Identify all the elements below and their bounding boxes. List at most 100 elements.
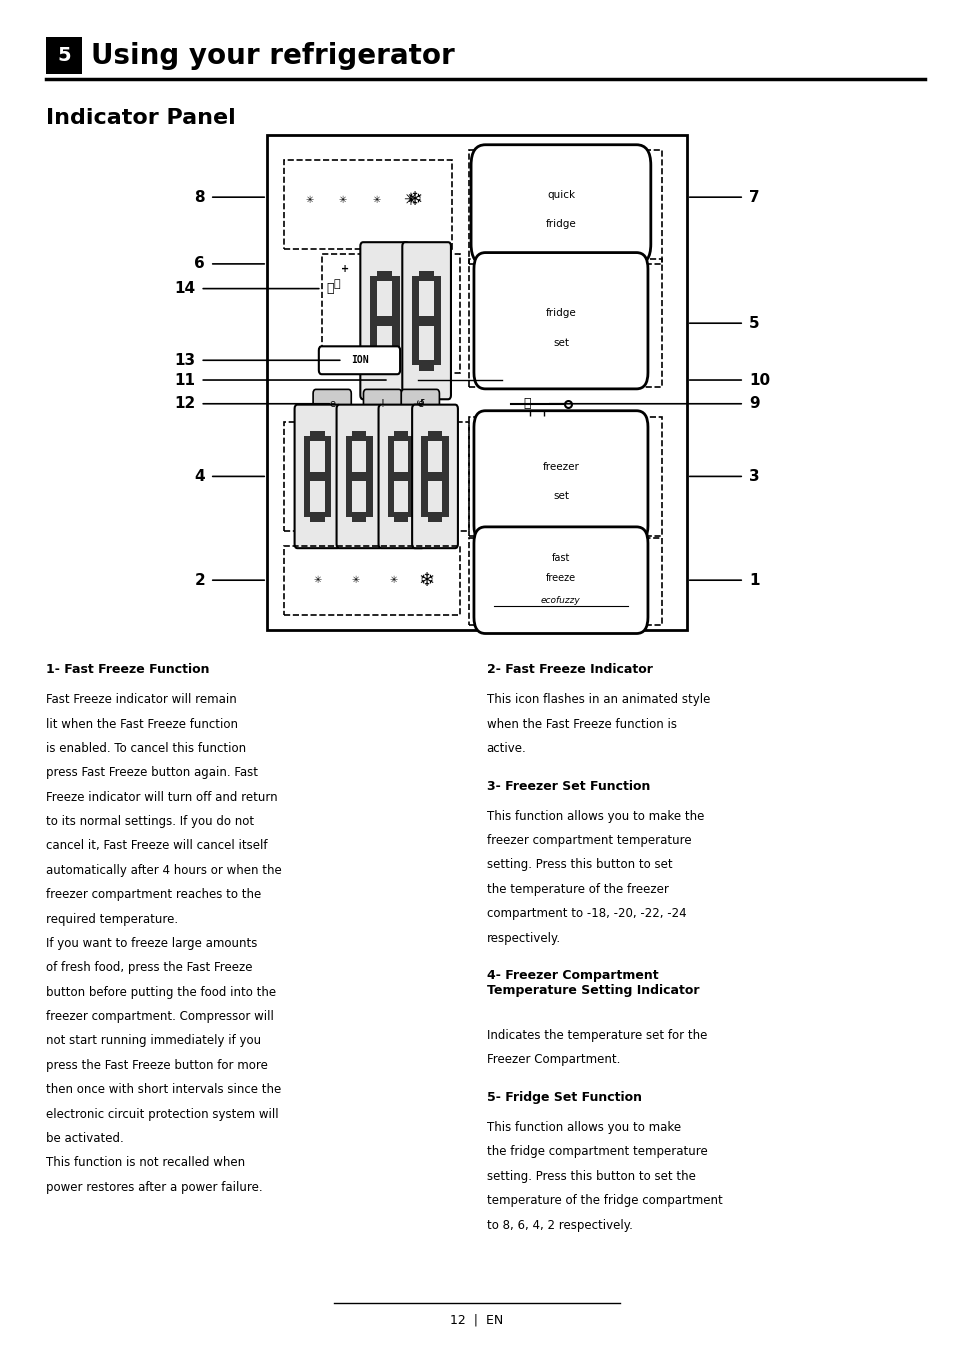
Bar (394, 471, 408, 481)
Text: 3- Freezer Set Function: 3- Freezer Set Function (486, 780, 649, 793)
Text: electronic circuit protection system will: electronic circuit protection system wil… (46, 1108, 278, 1121)
Bar (408, 477, 415, 517)
FancyBboxPatch shape (412, 405, 457, 548)
Bar (345, 436, 352, 477)
Text: freezer compartment temperature: freezer compartment temperature (486, 834, 690, 848)
Text: press Fast Freeze button again. Fast: press Fast Freeze button again. Fast (46, 766, 257, 780)
Text: fridge: fridge (545, 219, 576, 229)
Text: 🔥: 🔥 (326, 282, 334, 295)
Text: This function is not recalled when: This function is not recalled when (46, 1156, 245, 1170)
Text: Fast Freeze indicator will remain: Fast Freeze indicator will remain (46, 693, 236, 707)
FancyBboxPatch shape (401, 390, 439, 431)
Text: cancel it, Fast Freeze will cancel itself: cancel it, Fast Freeze will cancel itsel… (46, 839, 267, 853)
Text: ✳: ✳ (351, 575, 359, 585)
Text: 10: 10 (748, 372, 769, 387)
Text: of fresh food, press the Fast Freeze: of fresh food, press the Fast Freeze (46, 961, 252, 975)
FancyBboxPatch shape (46, 38, 82, 74)
FancyBboxPatch shape (474, 527, 647, 634)
Text: 14: 14 (174, 282, 195, 297)
Bar (434, 276, 441, 321)
Bar (468, 538, 661, 624)
Text: set: set (553, 338, 568, 348)
Text: 4: 4 (194, 468, 205, 483)
Text: compartment to -18, -20, -22, -24: compartment to -18, -20, -22, -24 (486, 907, 685, 921)
Text: the temperature of the freezer: the temperature of the freezer (486, 883, 668, 896)
Text: 12  |  EN: 12 | EN (450, 1313, 503, 1327)
Text: Freeze indicator will turn off and return: Freeze indicator will turn off and retur… (46, 791, 277, 804)
Text: 13: 13 (174, 353, 195, 368)
Bar (352, 431, 366, 440)
Bar (412, 276, 418, 321)
FancyBboxPatch shape (318, 347, 399, 374)
Bar (428, 512, 441, 521)
Text: respectively.: respectively. (486, 932, 560, 945)
Bar (392, 321, 399, 366)
Bar (284, 160, 452, 249)
FancyBboxPatch shape (336, 405, 382, 548)
Bar (345, 477, 352, 517)
Text: freezer compartment. Compressor will: freezer compartment. Compressor will (46, 1010, 274, 1024)
Text: ecofuzzy: ecofuzzy (540, 597, 580, 605)
FancyBboxPatch shape (360, 242, 409, 399)
Bar (468, 259, 661, 387)
Text: automatically after 4 hours or when the: automatically after 4 hours or when the (46, 864, 281, 877)
Bar (376, 271, 392, 282)
Text: to 8, 6, 4, 2 respectively.: to 8, 6, 4, 2 respectively. (486, 1219, 632, 1232)
Bar (267, 135, 686, 630)
FancyBboxPatch shape (474, 410, 647, 542)
Text: e: e (416, 399, 423, 409)
Bar (418, 271, 434, 282)
Text: ✳: ✳ (372, 195, 380, 204)
Text: be activated.: be activated. (46, 1132, 123, 1145)
Bar (387, 436, 394, 477)
Text: Freezer Compartment.: Freezer Compartment. (486, 1053, 619, 1067)
Text: is enabled. To cancel this function: is enabled. To cancel this function (46, 742, 246, 756)
Text: Indicates the temperature set for the: Indicates the temperature set for the (486, 1029, 706, 1043)
FancyBboxPatch shape (471, 145, 650, 264)
Bar (434, 321, 441, 366)
Text: e: e (329, 399, 335, 409)
Bar (412, 321, 418, 366)
Text: ION: ION (351, 355, 368, 366)
Bar (421, 436, 428, 477)
Text: freezer: freezer (542, 462, 578, 471)
Text: 3: 3 (748, 468, 759, 483)
Text: 7: 7 (748, 190, 759, 204)
Bar (387, 477, 394, 517)
Text: ✳: ✳ (305, 195, 313, 204)
Text: 2: 2 (194, 573, 205, 588)
Text: freeze: freeze (545, 573, 576, 582)
Text: +: + (340, 264, 349, 274)
Text: power restores after a power failure.: power restores after a power failure. (46, 1181, 262, 1194)
Text: Using your refrigerator: Using your refrigerator (91, 42, 454, 70)
Bar (366, 477, 373, 517)
Bar (310, 431, 324, 440)
Bar (370, 276, 376, 321)
Text: the fridge compartment temperature: the fridge compartment temperature (486, 1145, 706, 1159)
Bar (421, 477, 428, 517)
FancyBboxPatch shape (378, 405, 424, 548)
Bar (441, 436, 448, 477)
Text: Indicator Panel: Indicator Panel (46, 108, 235, 129)
Text: 💧: 💧 (333, 279, 339, 288)
Text: 5- Fridge Set Function: 5- Fridge Set Function (486, 1091, 640, 1105)
Bar (468, 150, 661, 264)
Bar (394, 431, 408, 440)
Text: 1: 1 (748, 573, 759, 588)
Text: 8: 8 (194, 190, 205, 204)
Bar (408, 436, 415, 477)
Bar (441, 477, 448, 517)
Text: active.: active. (486, 742, 526, 756)
Bar (352, 471, 366, 481)
Bar (284, 546, 459, 615)
Bar (418, 315, 434, 326)
Text: when the Fast Freeze function is: when the Fast Freeze function is (486, 718, 676, 731)
Bar (303, 477, 310, 517)
Text: This icon flashes in an animated style: This icon flashes in an animated style (486, 693, 709, 707)
Bar (428, 431, 441, 440)
Text: ↺: ↺ (416, 399, 425, 409)
Bar (394, 512, 408, 521)
Bar (310, 471, 324, 481)
Bar (418, 360, 434, 371)
Text: press the Fast Freeze button for more: press the Fast Freeze button for more (46, 1059, 268, 1072)
